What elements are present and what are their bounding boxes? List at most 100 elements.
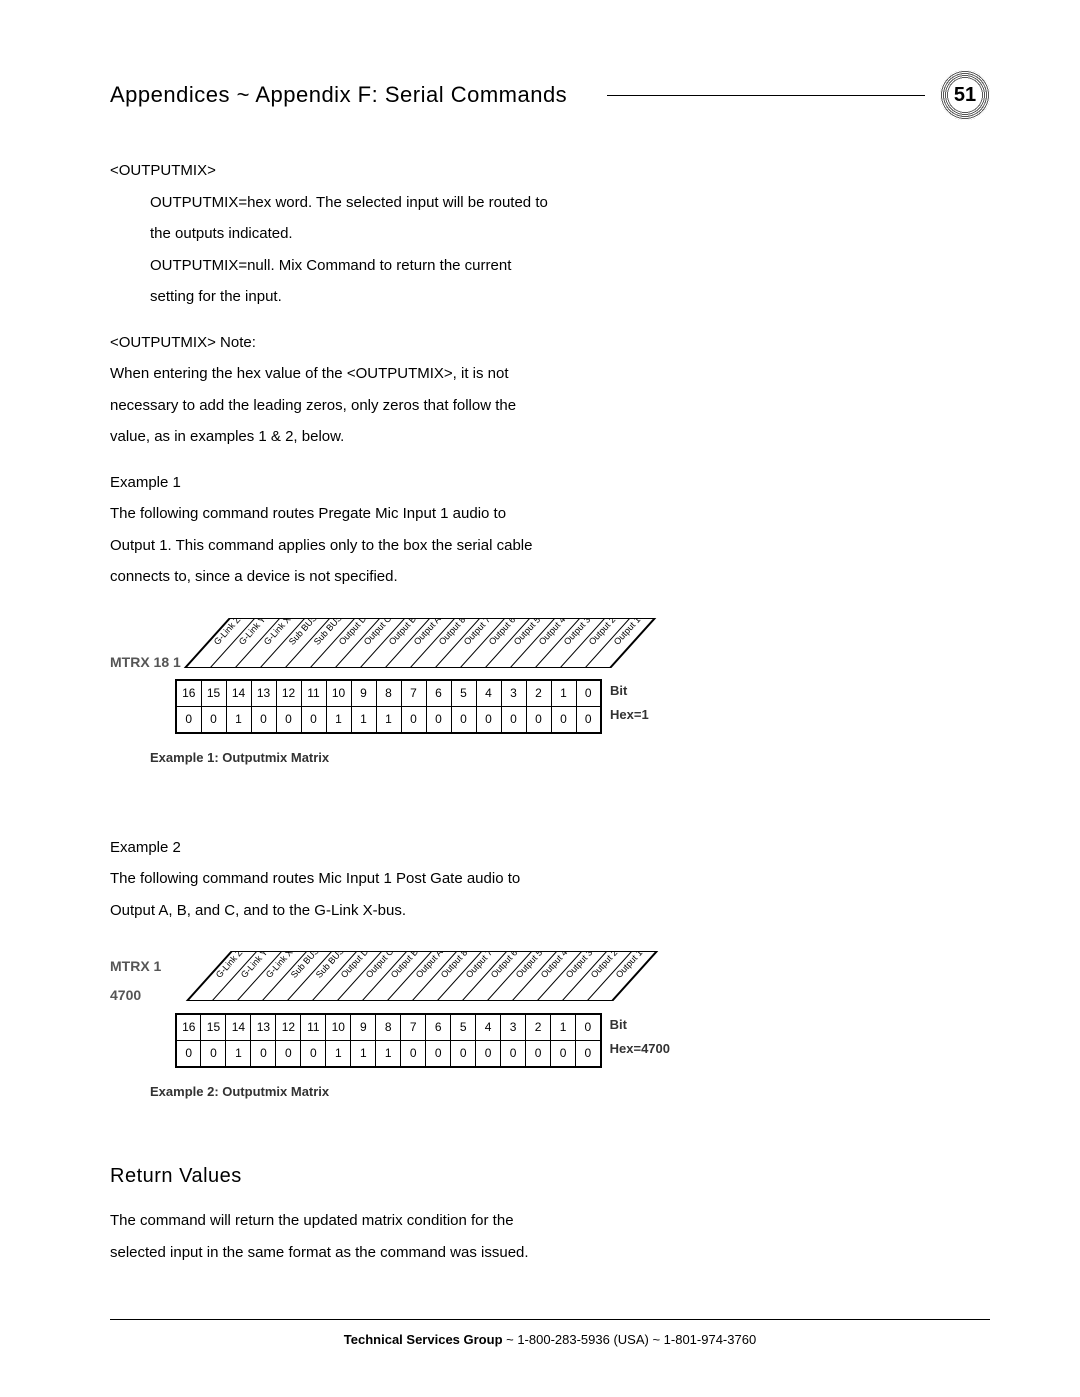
page-number-badge: 51 — [940, 70, 990, 120]
bit-index-cell: 5 — [451, 1014, 476, 1041]
bit-value-cell: 0 — [501, 1040, 526, 1067]
bit-index-cell: 8 — [376, 680, 401, 707]
page: Appendices ~ Appendix F: Serial Commands… — [0, 0, 1080, 1308]
bit-index-cell: 6 — [426, 1014, 451, 1041]
bit-value-cell: 1 — [326, 707, 351, 734]
bit-value-cell: 0 — [451, 1040, 476, 1067]
bit-value-cell: 0 — [576, 707, 601, 734]
bit-index-cell: 1 — [551, 1014, 576, 1041]
example1-label: Example 1 — [110, 467, 670, 499]
matrix2-caption: Example 2: Outputmix Matrix — [150, 1078, 670, 1105]
bit-index-cell: 0 — [576, 680, 601, 707]
bit-value-cell: 1 — [376, 707, 401, 734]
matrix1-block: MTRX 18 1 G-Link Z-BUSG-Link Y-BUSG-Link… — [110, 618, 670, 772]
bit-index-cell: 1 — [551, 680, 576, 707]
footer-group: Technical Services Group — [344, 1332, 503, 1347]
text-line: setting for the input. — [150, 281, 670, 313]
bit-value-cell: 0 — [176, 1040, 201, 1067]
bit-index-cell: 7 — [401, 1014, 426, 1041]
bit-label: Bit — [610, 1013, 670, 1037]
bit-value-cell: 0 — [401, 707, 426, 734]
bit-index-cell: 12 — [276, 1014, 301, 1041]
bit-index-cell: 10 — [326, 1014, 351, 1041]
text-line: Output A, B, and C, and to the G-Link X-… — [110, 895, 670, 927]
bit-index-cell: 2 — [526, 680, 551, 707]
outputmix-desc: OUTPUTMIX=hex word. The selected input w… — [150, 187, 670, 313]
bit-index-cell: 5 — [451, 680, 476, 707]
bit-index-cell: 7 — [401, 680, 426, 707]
bit-value-cell: 0 — [426, 707, 451, 734]
bit-value-cell: 1 — [226, 707, 251, 734]
text-line: OUTPUTMIX=null. Mix Command to return th… — [150, 250, 670, 282]
text-line: OUTPUTMIX=hex word. The selected input w… — [150, 187, 670, 219]
example2-label: Example 2 — [110, 832, 670, 864]
matrix1-caption: Example 1: Outputmix Matrix — [150, 744, 670, 771]
text-line: the outputs indicated. — [150, 218, 670, 250]
bit-index-cell: 11 — [301, 1014, 326, 1041]
bit-value-cell: 1 — [351, 707, 376, 734]
matrix2-diagonal-header: G-Link Z-BUSG-Link Y-BUSG-Link X-BUSSub … — [175, 951, 670, 1013]
matrix2-side-labels: Bit Hex=4700 — [602, 1013, 670, 1061]
bit-value-cell: 0 — [201, 707, 226, 734]
bit-value-cell: 0 — [176, 707, 201, 734]
bit-index-cell: 12 — [276, 680, 301, 707]
bit-value-cell: 0 — [451, 707, 476, 734]
bit-value-cell: 0 — [276, 1040, 301, 1067]
bit-index-cell: 11 — [301, 680, 326, 707]
hex-label: Hex=4700 — [610, 1037, 670, 1061]
text-line: The following command routes Mic Input 1… — [110, 863, 670, 895]
matrix1-table: 1615141312111098765432100010001110000000… — [175, 679, 602, 734]
bit-value-cell: 0 — [426, 1040, 451, 1067]
bit-value-cell: 0 — [301, 707, 326, 734]
text-line: Output 1. This command applies only to t… — [110, 530, 670, 562]
bit-value-cell: 0 — [576, 1040, 601, 1067]
bit-index-cell: 13 — [251, 1014, 276, 1041]
matrix1-side-labels: Bit Hex=1 — [602, 679, 649, 727]
page-header: Appendices ~ Appendix F: Serial Commands… — [110, 70, 990, 120]
bit-value-cell: 0 — [501, 707, 526, 734]
text-line: selected input in the same format as the… — [110, 1237, 670, 1269]
bit-value-cell: 0 — [276, 707, 301, 734]
bit-value-cell: 0 — [251, 707, 276, 734]
bit-index-cell: 15 — [201, 680, 226, 707]
bit-value-cell: 0 — [401, 1040, 426, 1067]
matrix2-header-row: MTRX 1 4700 G-Link Z-BUSG-Link Y-BUSG-Li… — [110, 951, 670, 1013]
content: <OUTPUTMIX> OUTPUTMIX=hex word. The sele… — [110, 155, 670, 1268]
matrix2-block: MTRX 1 4700 G-Link Z-BUSG-Link Y-BUSG-Li… — [110, 951, 670, 1105]
bit-value-cell: 0 — [526, 707, 551, 734]
bit-index-cell: 0 — [576, 1014, 601, 1041]
bit-value-cell: 0 — [476, 707, 501, 734]
matrix-header-svg: G-Link Z-BUSG-Link Y-BUSG-Link X-BUSSub … — [173, 618, 668, 668]
bit-index-cell: 3 — [501, 1014, 526, 1041]
text-line: value, as in examples 1 & 2, below. — [110, 421, 670, 453]
matrix1-header-row: MTRX 18 1 G-Link Z-BUSG-Link Y-BUSG-Link… — [110, 618, 670, 680]
bit-value-cell: 1 — [351, 1040, 376, 1067]
note-label: <OUTPUTMIX> Note: — [110, 327, 670, 359]
bit-index-cell: 8 — [376, 1014, 401, 1041]
header-title: Appendices ~ Appendix F: Serial Commands — [110, 82, 567, 108]
bit-index-cell: 4 — [476, 680, 501, 707]
bit-value-cell: 0 — [476, 1040, 501, 1067]
bit-index-cell: 9 — [351, 680, 376, 707]
matrix1-diagonal-header: G-Link Z-BUSG-Link Y-BUSG-Link X-BUSSub … — [173, 618, 668, 680]
bit-value-cell: 1 — [326, 1040, 351, 1067]
bit-label: Bit — [610, 679, 649, 703]
matrix1-cmd: MTRX 18 1 — [110, 648, 181, 679]
bit-index-cell: 4 — [476, 1014, 501, 1041]
bit-index-cell: 14 — [226, 680, 251, 707]
bit-value-cell: 0 — [526, 1040, 551, 1067]
bit-index-cell: 16 — [176, 1014, 201, 1041]
matrix2-table-wrap: 1615141312111098765432100010001110000000… — [175, 1013, 670, 1068]
bit-value-cell: 0 — [301, 1040, 326, 1067]
bit-value-cell: 0 — [201, 1040, 226, 1067]
bit-index-cell: 2 — [526, 1014, 551, 1041]
bit-index-cell: 14 — [226, 1014, 251, 1041]
bit-index-cell: 15 — [201, 1014, 226, 1041]
bit-index-cell: 16 — [176, 680, 201, 707]
return-values-heading: Return Values — [110, 1155, 670, 1197]
bit-value-cell: 1 — [226, 1040, 251, 1067]
bit-index-cell: 9 — [351, 1014, 376, 1041]
text-line: The command will return the updated matr… — [110, 1205, 670, 1237]
matrix2-cmd: MTRX 1 4700 — [110, 952, 183, 1013]
matrix-header-svg: G-Link Z-BUSG-Link Y-BUSG-Link X-BUSSub … — [175, 951, 670, 1001]
